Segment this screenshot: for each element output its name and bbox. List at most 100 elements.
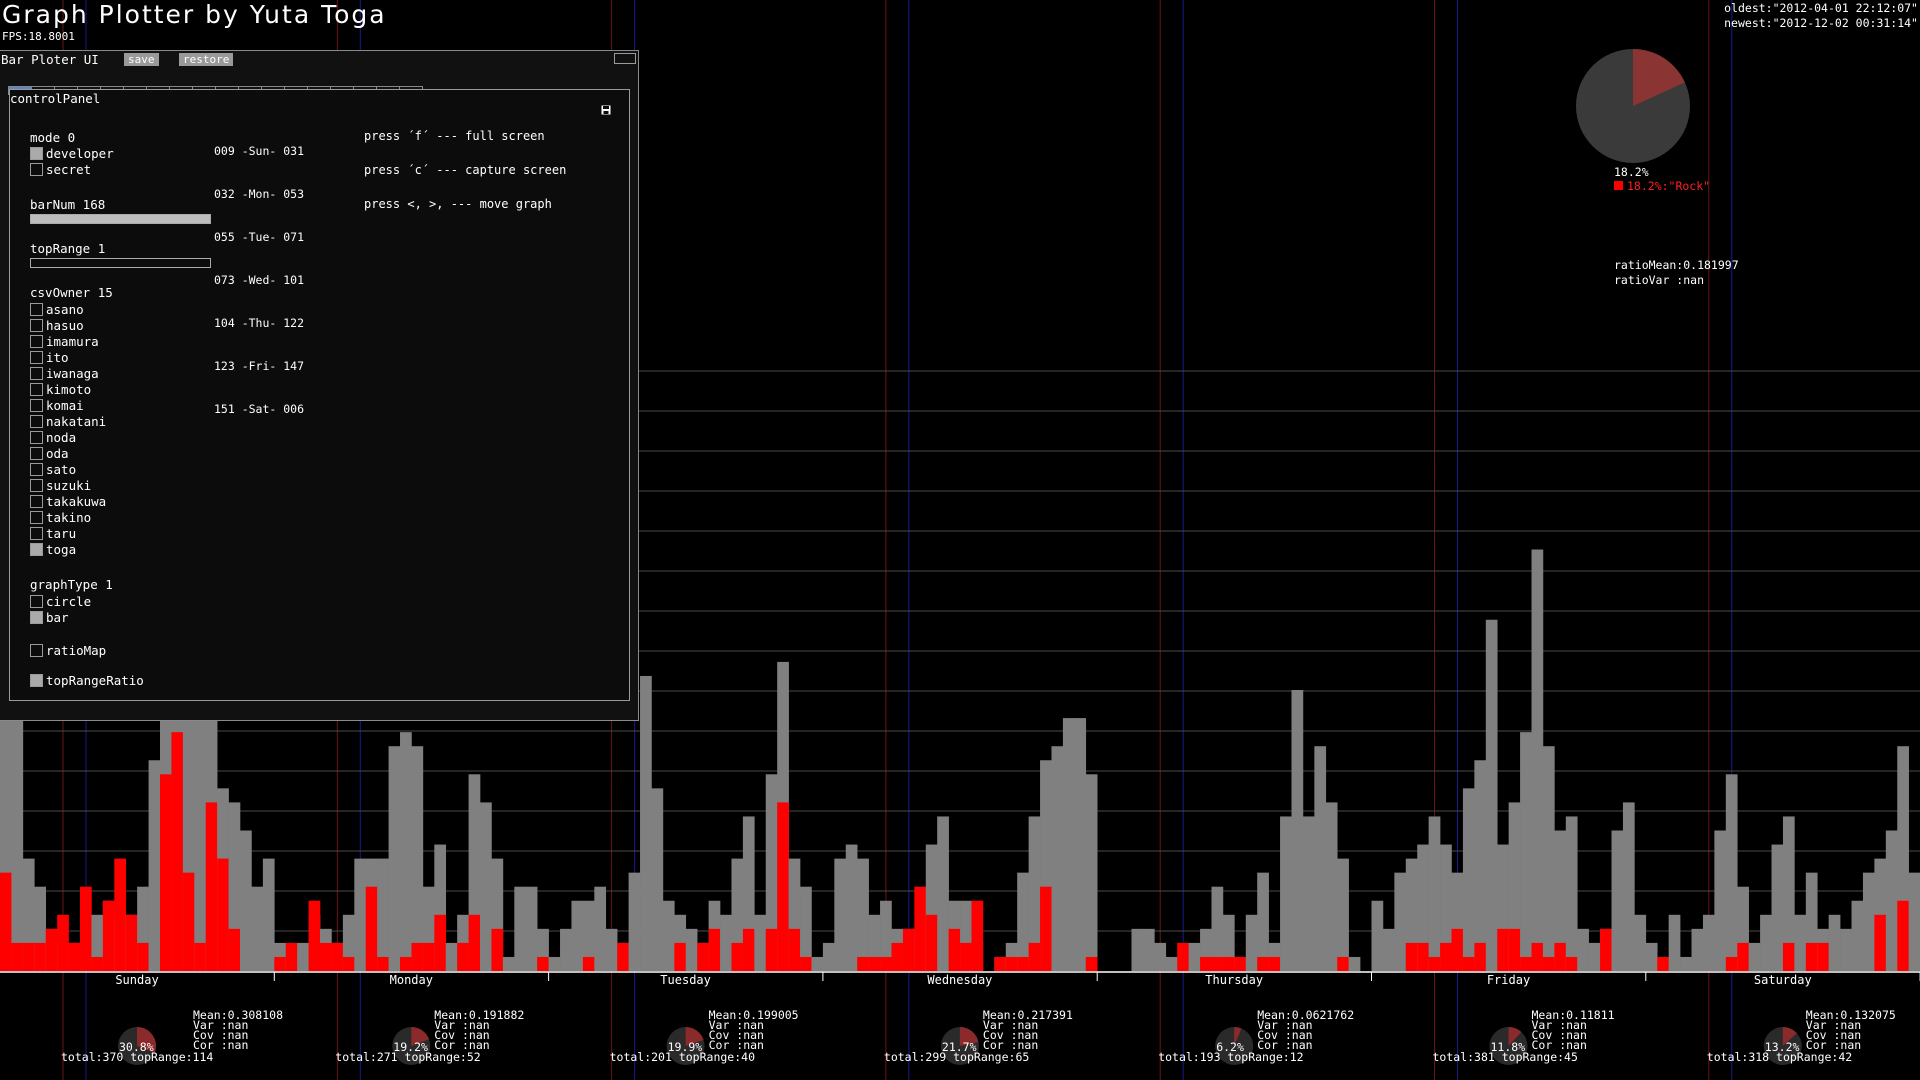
mode-option-secret-checkbox[interactable] xyxy=(30,163,43,176)
stat-mean: Mean:0.0621762 xyxy=(1257,1008,1355,1022)
bar-total xyxy=(0,661,12,971)
bar-topRange xyxy=(742,928,755,971)
bar-total xyxy=(411,746,424,971)
barnum-slider[interactable] xyxy=(30,214,211,224)
ratiomap-toggle-checkbox[interactable] xyxy=(30,644,43,657)
mini-pie-slice xyxy=(137,1027,157,1053)
bar-total xyxy=(1188,942,1201,971)
owner-taru-checkbox[interactable] xyxy=(30,527,43,540)
toprange-label: topRange 1 xyxy=(30,241,106,256)
mode-option-developer-checkbox[interactable] xyxy=(30,147,43,160)
bar-topRange xyxy=(674,942,687,971)
stat-cov: Cov :nan xyxy=(1257,1028,1313,1042)
bar-topRange xyxy=(205,802,218,971)
bar-topRange xyxy=(1428,956,1441,971)
bar-topRange xyxy=(491,928,504,971)
toprangeratio-toggle-checkbox[interactable] xyxy=(30,674,43,687)
owner-asano-label: asano xyxy=(46,302,84,317)
bar-total xyxy=(1885,830,1898,971)
mini-pie-slice xyxy=(1234,1027,1242,1046)
stat-var: Var :nan xyxy=(982,1018,1039,1032)
bar-total xyxy=(434,844,447,971)
ratio-mean: ratioMean:0.181997 xyxy=(1614,258,1739,272)
graphtype-option-bar-checkbox[interactable] xyxy=(30,611,43,624)
bar-topRange xyxy=(971,900,984,971)
owner-toga-checkbox[interactable] xyxy=(30,543,43,556)
bar-total xyxy=(742,816,755,971)
owner-ito-label: ito xyxy=(46,350,69,365)
ratio-pie-slice xyxy=(1633,49,1685,106)
stat-mean: Mean:0.11811 xyxy=(1531,1008,1615,1022)
bar-total xyxy=(1211,886,1224,971)
bar-total xyxy=(857,858,869,971)
bar-total xyxy=(1668,914,1681,971)
bar-topRange xyxy=(1440,942,1452,971)
day-label-saturday: Saturday xyxy=(1753,973,1812,987)
owner-takino-checkbox[interactable] xyxy=(30,511,43,524)
bar-total xyxy=(342,914,355,971)
bar-total xyxy=(1588,942,1601,971)
bar-topRange xyxy=(1542,956,1555,971)
day-percent-sunday: 30.8% xyxy=(119,1040,154,1054)
bar-topRange xyxy=(228,928,241,971)
date-range: oldest:"2012-04-01 22:12:07" newest:"201… xyxy=(1724,1,1918,31)
owner-asano-checkbox[interactable] xyxy=(30,303,43,316)
bar-topRange xyxy=(11,942,24,971)
stat-var: Var :nan xyxy=(434,1018,490,1032)
bar-topRange xyxy=(400,956,412,971)
mini-pie-slice xyxy=(685,1027,704,1046)
owner-nakatani-checkbox[interactable] xyxy=(30,415,43,428)
bar-total xyxy=(1908,872,1920,971)
bar-topRange xyxy=(994,956,1007,971)
owner-noda-label: noda xyxy=(46,430,77,445)
owner-imamura-checkbox[interactable] xyxy=(30,335,43,348)
graphtype-option-circle-checkbox[interactable] xyxy=(30,595,43,608)
restore-button[interactable]: restore xyxy=(179,53,234,66)
bar-total xyxy=(560,928,572,971)
bar-topRange xyxy=(342,956,355,971)
bar-total xyxy=(491,858,504,971)
owner-iwanaga-checkbox[interactable] xyxy=(30,367,43,380)
bar-topRange xyxy=(1177,942,1189,971)
owner-oda-label: oda xyxy=(46,446,69,461)
day-stats-tuesday: Mean:0.199005 Var :nan Cov :nan Cor :nan xyxy=(709,1009,799,1051)
bar-total xyxy=(262,858,275,971)
bar-topRange xyxy=(788,928,801,971)
fps-readout: FPS:18.8001 xyxy=(2,30,75,43)
bar-total xyxy=(240,830,252,971)
window-maximize-button[interactable] xyxy=(614,53,636,64)
bar-total xyxy=(1394,872,1407,971)
bar-total xyxy=(1428,816,1441,971)
owner-taru-label: taru xyxy=(46,526,77,541)
owner-noda-checkbox[interactable] xyxy=(30,431,43,444)
day-stats-monday: Mean:0.191882 Var :nan Cov :nan Cor :nan xyxy=(434,1009,524,1051)
owner-oda-checkbox[interactable] xyxy=(30,447,43,460)
owner-ito-checkbox[interactable] xyxy=(30,351,43,364)
owner-takakuwa-checkbox[interactable] xyxy=(30,495,43,508)
owner-kimoto-checkbox[interactable] xyxy=(30,383,43,396)
stat-cor: Cor :nan xyxy=(1805,1038,1862,1052)
floppy-save-icon[interactable] xyxy=(601,105,611,115)
owner-takino-label: takino xyxy=(46,510,92,525)
bar-total xyxy=(1725,774,1738,971)
owner-hasuo-checkbox[interactable] xyxy=(30,319,43,332)
owner-suzuki-checkbox[interactable] xyxy=(30,479,43,492)
owner-sato-label: sato xyxy=(46,462,77,477)
bar-topRange xyxy=(765,928,778,971)
day-bin-6: 123 -Fri- 147 xyxy=(214,359,305,373)
save-button[interactable]: save xyxy=(124,53,159,66)
bar-total xyxy=(445,942,458,971)
bar-topRange xyxy=(880,956,892,971)
bar-total xyxy=(388,746,401,971)
panel-title: controlPanel xyxy=(10,91,101,106)
bar-total xyxy=(1017,872,1029,971)
bar-total xyxy=(1634,914,1647,971)
bar-topRange xyxy=(1222,956,1235,971)
owner-sato-checkbox[interactable] xyxy=(30,463,43,476)
toprange-slider[interactable] xyxy=(30,258,211,268)
bar-topRange xyxy=(1508,928,1521,971)
bar-total xyxy=(1337,858,1349,971)
graphtype-label: graphType 1 xyxy=(30,577,113,592)
owner-komai-checkbox[interactable] xyxy=(30,399,43,412)
